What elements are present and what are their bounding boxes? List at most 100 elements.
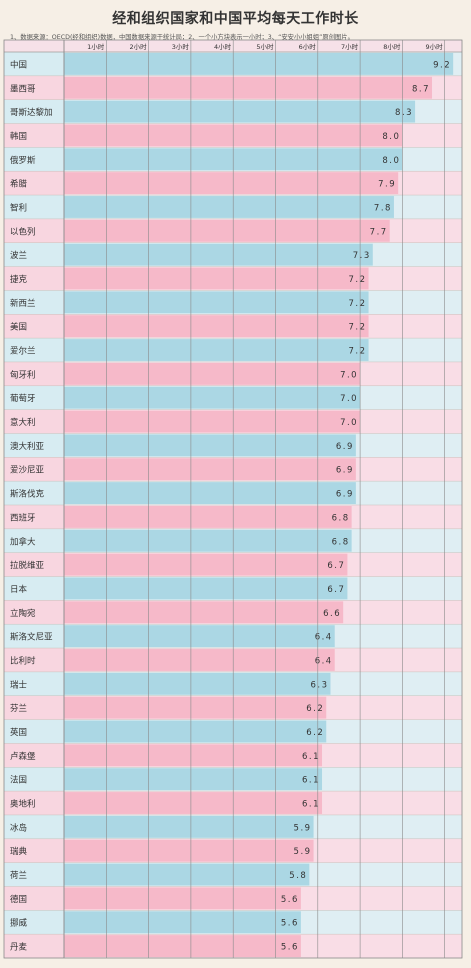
- category-label: 日本: [10, 584, 28, 595]
- bar: [64, 911, 301, 934]
- bar: [64, 458, 356, 481]
- category-label: 墨西哥: [10, 84, 36, 94]
- bar: [64, 482, 356, 504]
- bar: [64, 267, 369, 290]
- category-cell: [4, 600, 64, 625]
- bar: [64, 839, 314, 862]
- value-label: 8.0: [382, 132, 400, 142]
- bar: [64, 672, 331, 695]
- value-label: 8.3: [395, 108, 413, 118]
- category-cell: [4, 409, 64, 434]
- bar: [64, 196, 394, 218]
- category-cell: [4, 52, 64, 76]
- value-label: 7.8: [374, 203, 392, 213]
- bar: [64, 720, 327, 743]
- category-label: 美国: [10, 322, 27, 333]
- category-cell: [4, 433, 64, 458]
- category-cell: [4, 123, 64, 148]
- category-label: 意大利: [10, 417, 36, 428]
- bar: [64, 53, 454, 75]
- category-cell: [4, 743, 64, 768]
- category-cell: [4, 99, 64, 124]
- category-label: 奥地利: [10, 799, 36, 810]
- category-cell: [4, 934, 64, 958]
- category-label: 比利时: [10, 655, 36, 666]
- value-label: 5.6: [281, 895, 299, 905]
- value-label: 6.2: [306, 704, 324, 714]
- value-label: 6.7: [327, 585, 345, 595]
- x-tick-label: 6小时: [299, 42, 317, 51]
- bar: [64, 219, 390, 242]
- category-label: 俄罗斯: [10, 155, 36, 166]
- category-label: 匈牙利: [10, 369, 36, 380]
- category-label: 荷兰: [10, 870, 27, 881]
- category-cell: [4, 576, 64, 601]
- category-label: 斯洛文尼亚: [10, 632, 53, 643]
- value-label: 6.8: [332, 537, 350, 547]
- category-cell: [4, 171, 64, 196]
- bar: [64, 76, 433, 99]
- value-label: 6.9: [336, 442, 354, 452]
- category-cell: [4, 648, 64, 672]
- bar: [64, 815, 314, 838]
- chart-title: 经和组织国家和中国平均每天工作时长: [112, 11, 359, 27]
- category-label: 新西兰: [10, 298, 36, 309]
- value-label: 6.3: [310, 680, 328, 690]
- value-label: 7.2: [349, 323, 367, 333]
- category-cell: [4, 218, 64, 243]
- category-label: 芬兰: [10, 703, 27, 714]
- value-label: 5.6: [281, 943, 299, 953]
- value-label: 5.9: [294, 823, 312, 833]
- category-cell: [4, 719, 64, 744]
- category-label: 波兰: [10, 250, 27, 261]
- bar: [64, 744, 323, 767]
- category-label: 哥斯达黎加: [10, 107, 53, 118]
- category-label: 拉脱维亚: [10, 560, 45, 571]
- x-tick-label: 8小时: [383, 42, 401, 51]
- value-label: 6.1: [302, 776, 320, 786]
- category-label: 希腊: [10, 179, 28, 190]
- value-label: 6.8: [332, 513, 350, 523]
- bar: [64, 410, 361, 433]
- value-label: 7.9: [378, 180, 396, 190]
- value-label: 6.4: [315, 633, 333, 643]
- category-cell: [4, 338, 64, 362]
- value-label: 7.0: [340, 394, 358, 404]
- bar: [64, 863, 310, 886]
- category-cell: [4, 75, 64, 100]
- x-tick-label: 4小时: [214, 42, 232, 51]
- category-label: 德国: [10, 894, 27, 905]
- category-cell: [4, 552, 64, 577]
- value-label: 6.1: [302, 752, 320, 762]
- category-cell: [4, 481, 64, 505]
- bar: [64, 792, 323, 814]
- value-label: 8.0: [382, 156, 400, 166]
- category-cell: [4, 624, 64, 649]
- category-cell: [4, 385, 64, 410]
- category-label: 丹麦: [10, 942, 28, 953]
- bar: [64, 291, 369, 314]
- category-cell: [4, 266, 64, 291]
- bar: [64, 887, 301, 910]
- value-label: 5.8: [289, 871, 307, 881]
- bar: [64, 696, 327, 719]
- value-label: 7.0: [340, 418, 358, 428]
- category-cell: [4, 457, 64, 482]
- bar: [64, 506, 352, 528]
- category-label: 韩国: [10, 131, 27, 142]
- category-cell: [4, 242, 64, 267]
- value-label: 6.7: [327, 561, 345, 571]
- value-label: 7.0: [340, 370, 358, 380]
- bar: [64, 362, 361, 385]
- bar: [64, 434, 356, 457]
- category-cell: [4, 361, 64, 386]
- bar: [64, 529, 352, 552]
- value-label: 8.7: [412, 84, 430, 94]
- value-label: 5.6: [281, 919, 299, 929]
- category-label: 澳大利亚: [10, 441, 45, 452]
- category-label: 爱沙尼亚: [10, 466, 45, 476]
- category-label: 瑞典: [10, 846, 28, 857]
- category-cell: [4, 767, 64, 792]
